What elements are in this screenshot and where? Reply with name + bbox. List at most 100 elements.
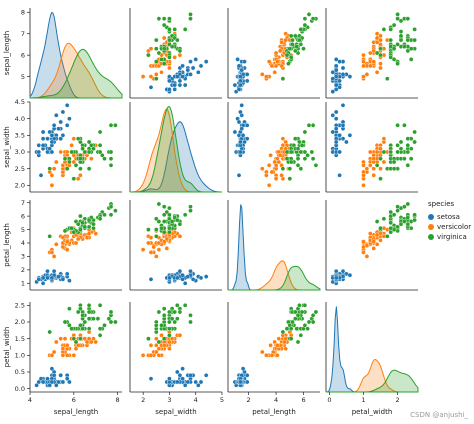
point-virginica-petal_width-vs-petal_length-29 bbox=[298, 332, 304, 338]
kde-sepal_length-virginica bbox=[30, 48, 123, 99]
point-setosa-sepal_width-vs-sepal_length-31 bbox=[58, 136, 64, 141]
xlabel-petal_length: petal_length bbox=[252, 408, 296, 416]
point-setosa-sepal_length-vs-sepal_width-33 bbox=[198, 63, 204, 69]
xtick-label-sepal_width-4: 4 bbox=[194, 396, 198, 404]
point-virginica-petal_width-vs-sepal_width-34 bbox=[156, 339, 162, 345]
point-setosa-petal_width-vs-sepal_length-32 bbox=[54, 382, 59, 388]
point-virginica-petal_length-vs-sepal_width-35 bbox=[167, 212, 172, 218]
point-versicolor-sepal_width-vs-petal_width-41 bbox=[374, 149, 380, 155]
point-setosa-sepal_width-vs-petal_length-22 bbox=[232, 129, 238, 135]
legend-item-setosa: setosa bbox=[428, 213, 460, 221]
point-setosa-sepal_width-vs-sepal_length-41 bbox=[38, 172, 44, 178]
point-versicolor-petal_length-vs-sepal_width-48 bbox=[153, 254, 159, 259]
point-versicolor-sepal_length-vs-petal_width-48 bbox=[364, 72, 370, 77]
point-virginica-petal_width-vs-petal_length-31 bbox=[306, 319, 312, 325]
point-versicolor-petal_width-vs-petal_length-31 bbox=[269, 352, 275, 358]
point-virginica-petal_width-vs-sepal_length-48 bbox=[75, 309, 81, 315]
point-virginica-sepal_length-vs-sepal_width-49 bbox=[167, 55, 172, 60]
point-setosa-sepal_length-vs-petal_length-24 bbox=[244, 78, 250, 84]
point-versicolor-petal_width-vs-sepal_length-47 bbox=[75, 342, 81, 348]
ytick-label-sepal_length-8: 8 bbox=[21, 8, 25, 16]
point-virginica-sepal_length-vs-petal_length-21 bbox=[286, 61, 291, 67]
point-virginica-sepal_length-vs-sepal_width-9 bbox=[182, 27, 188, 32]
point-virginica-petal_length-vs-petal_width-31 bbox=[395, 208, 400, 213]
point-virginica-sepal_width-vs-petal_length-35 bbox=[302, 149, 308, 155]
point-virginica-petal_width-vs-petal_length-43 bbox=[299, 309, 305, 315]
point-setosa-sepal_length-vs-petal_width-47 bbox=[333, 82, 339, 88]
point-setosa-sepal_length-vs-sepal_width-45 bbox=[167, 78, 172, 84]
point-versicolor-sepal_width-vs-sepal_length-34 bbox=[58, 149, 64, 155]
point-versicolor-sepal_length-vs-petal_width-43 bbox=[361, 74, 366, 79]
point-virginica-sepal_width-vs-petal_length-5 bbox=[309, 149, 315, 155]
point-setosa-sepal_width-vs-sepal_length-47 bbox=[40, 142, 46, 148]
point-virginica-sepal_length-vs-petal_length-38 bbox=[284, 52, 290, 58]
point-setosa-sepal_length-vs-petal_length-47 bbox=[238, 82, 243, 88]
point-virginica-sepal_width-vs-petal_width-29 bbox=[381, 149, 387, 155]
point-setosa-sepal_width-vs-sepal_length-15 bbox=[64, 103, 70, 108]
point-virginica-petal_width-vs-petal_length-38 bbox=[284, 326, 290, 332]
point-versicolor-sepal_length-vs-sepal_width-35 bbox=[177, 52, 183, 58]
point-virginica-petal_width-vs-sepal_width-46 bbox=[153, 322, 159, 328]
point-versicolor-sepal_width-vs-petal_length-35 bbox=[280, 136, 286, 141]
point-versicolor-sepal_length-vs-petal_width-36 bbox=[378, 37, 383, 43]
point-versicolor-sepal_length-vs-petal_length-43 bbox=[264, 74, 269, 79]
point-setosa-sepal_length-vs-sepal_width-41 bbox=[148, 85, 154, 90]
point-setosa-sepal_length-vs-petal_length-36 bbox=[236, 63, 242, 69]
point-virginica-sepal_length-vs-petal_length-49 bbox=[288, 55, 294, 60]
point-virginica-sepal_length-vs-petal_width-9 bbox=[412, 27, 417, 32]
point-versicolor-petal_width-vs-sepal_length-16 bbox=[62, 336, 68, 342]
point-versicolor-sepal_width-vs-petal_width-49 bbox=[371, 156, 377, 161]
point-virginica-petal_length-vs-petal_width-33 bbox=[378, 225, 383, 231]
ytick-label-sepal_length-6: 6 bbox=[21, 51, 25, 59]
point-versicolor-sepal_width-vs-petal_width-48 bbox=[364, 166, 370, 171]
point-virginica-petal_width-vs-sepal_length-25 bbox=[97, 326, 103, 332]
ytick-label-petal_length-6: 6 bbox=[21, 212, 25, 220]
xlabel-petal_width: petal_width bbox=[352, 408, 393, 416]
point-versicolor-petal_length-vs-sepal_length-49 bbox=[64, 239, 70, 244]
point-virginica-petal_length-vs-sepal_width-44 bbox=[174, 217, 180, 223]
point-setosa-sepal_width-vs-petal_width-45 bbox=[337, 149, 342, 155]
point-virginica-petal_length-vs-sepal_width-46 bbox=[153, 227, 159, 232]
point-virginica-sepal_length-vs-petal_width-6 bbox=[384, 76, 390, 81]
legend-title: species bbox=[428, 200, 455, 208]
point-virginica-petal_width-vs-sepal_length-39 bbox=[91, 316, 96, 322]
point-virginica-sepal_width-vs-sepal_length-6 bbox=[47, 166, 53, 171]
point-virginica-sepal_length-vs-petal_length-39 bbox=[292, 33, 298, 39]
point-setosa-petal_length-vs-sepal_length-14 bbox=[67, 278, 72, 283]
point-setosa-petal_length-vs-sepal_length-42 bbox=[36, 276, 42, 282]
point-versicolor-sepal_length-vs-petal_length-48 bbox=[259, 72, 265, 77]
point-versicolor-petal_width-vs-sepal_width-43 bbox=[148, 352, 154, 358]
point-versicolor-petal_length-vs-petal_width-17 bbox=[361, 239, 366, 244]
point-virginica-petal_length-vs-sepal_length-30 bbox=[102, 212, 107, 218]
point-versicolor-petal_length-vs-sepal_width-49 bbox=[161, 239, 167, 244]
point-virginica-petal_length-vs-sepal_length-47 bbox=[82, 224, 88, 230]
point-setosa-petal_width-vs-sepal_length-45 bbox=[45, 376, 50, 382]
point-virginica-petal_width-vs-petal_length-39 bbox=[292, 316, 298, 322]
point-virginica-sepal_length-vs-petal_length-44 bbox=[297, 37, 302, 43]
point-versicolor-sepal_width-vs-sepal_length-43 bbox=[49, 172, 55, 178]
ytick-label-petal_width-2.5: 2.5 bbox=[15, 302, 25, 310]
point-setosa-petal_width-vs-sepal_length-43 bbox=[49, 366, 55, 372]
point-versicolor-petal_width-vs-sepal_width-37 bbox=[148, 342, 154, 348]
point-virginica-petal_length-vs-petal_width-48 bbox=[405, 221, 411, 227]
point-virginica-sepal_width-vs-sepal_length-42 bbox=[67, 159, 72, 165]
point-setosa-sepal_width-vs-petal_width-14 bbox=[333, 116, 339, 121]
legend-item-virginica: virginica bbox=[428, 233, 467, 241]
point-setosa-sepal_width-vs-petal_length-41 bbox=[236, 172, 242, 178]
point-setosa-sepal_length-vs-petal_length-18 bbox=[242, 59, 247, 64]
point-setosa-sepal_width-vs-sepal_length-6 bbox=[40, 136, 46, 141]
point-virginica-petal_width-vs-sepal_length-22 bbox=[108, 319, 114, 325]
point-setosa-sepal_length-vs-petal_width-48 bbox=[333, 67, 339, 73]
point-versicolor-petal_width-vs-petal_length-14 bbox=[268, 342, 273, 348]
point-setosa-sepal_length-vs-sepal_width-15 bbox=[203, 59, 209, 64]
xtick-label-petal_width-1: 1 bbox=[361, 396, 365, 404]
point-virginica-petal_width-vs-petal_length-49 bbox=[288, 326, 294, 332]
point-setosa-petal_length-vs-sepal_width-44 bbox=[188, 268, 193, 274]
point-virginica-petal_width-vs-petal_length-47 bbox=[290, 319, 295, 325]
ytick-label-sepal_width-3.5: 3.5 bbox=[15, 132, 25, 140]
point-setosa-petal_width-vs-sepal_length-48 bbox=[56, 379, 61, 385]
point-virginica-petal_width-vs-sepal_length-24 bbox=[86, 316, 92, 322]
point-versicolor-sepal_width-vs-petal_length-29 bbox=[266, 162, 272, 168]
point-virginica-sepal_length-vs-petal_length-0 bbox=[301, 46, 306, 52]
point-versicolor-petal_length-vs-sepal_length-47 bbox=[75, 236, 81, 242]
